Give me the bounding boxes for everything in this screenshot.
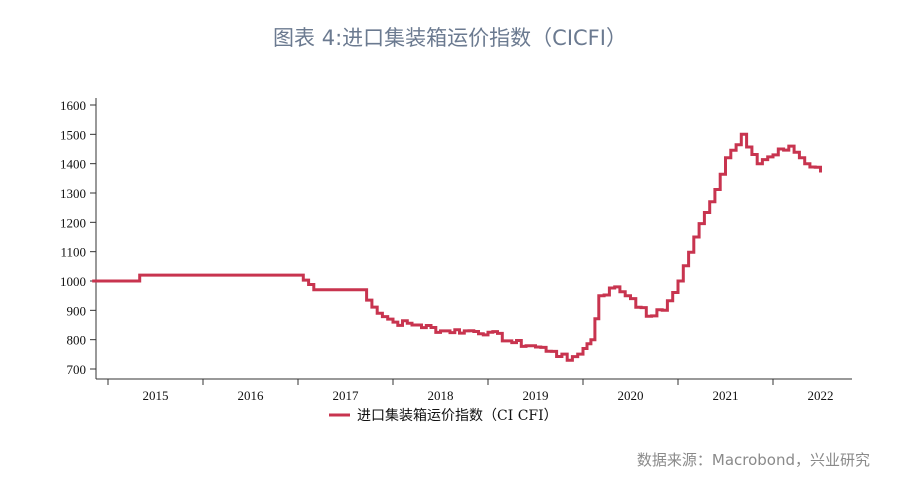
x-tick-label: 2017 — [333, 388, 360, 403]
y-tick-label: 1500 — [60, 127, 86, 142]
y-tick-label: 800 — [67, 333, 87, 348]
y-tick-label: 700 — [67, 362, 87, 377]
data-source: 数据来源：Macrobond，兴业研究 — [636, 451, 870, 469]
x-axis: 2015 2016 2017 2018 2019 2020 2021 2022 — [96, 378, 852, 403]
x-tick-label: 2016 — [238, 388, 265, 403]
x-tick-label: 2022 — [808, 388, 834, 403]
y-tick-label: 900 — [67, 303, 87, 318]
y-tick-label: 1000 — [60, 274, 86, 289]
legend: 进口集装箱运价指数（CI CFI） — [329, 407, 558, 424]
y-axis: 700 800 900 1000 1100 1200 1300 1400 1500 1600 — [60, 98, 97, 379]
x-tick-label: 2021 — [713, 388, 739, 403]
y-tick-label: 1100 — [60, 245, 86, 260]
chart-title: 图表 4:进口集装箱运价指数（CICFI） — [273, 26, 627, 50]
y-tick-label: 1400 — [60, 157, 86, 172]
y-tick-label: 1300 — [60, 186, 86, 201]
x-tick-label: 2015 — [143, 388, 169, 403]
x-tick-label: 2018 — [428, 388, 454, 403]
x-tick-label: 2020 — [618, 388, 644, 403]
y-tick-label: 1200 — [60, 215, 86, 230]
cicfi-series-line — [92, 132, 822, 362]
y-tick-label: 1600 — [60, 98, 86, 113]
legend-label: 进口集装箱运价指数（CI CFI） — [357, 407, 558, 424]
x-tick-label: 2019 — [523, 388, 549, 403]
